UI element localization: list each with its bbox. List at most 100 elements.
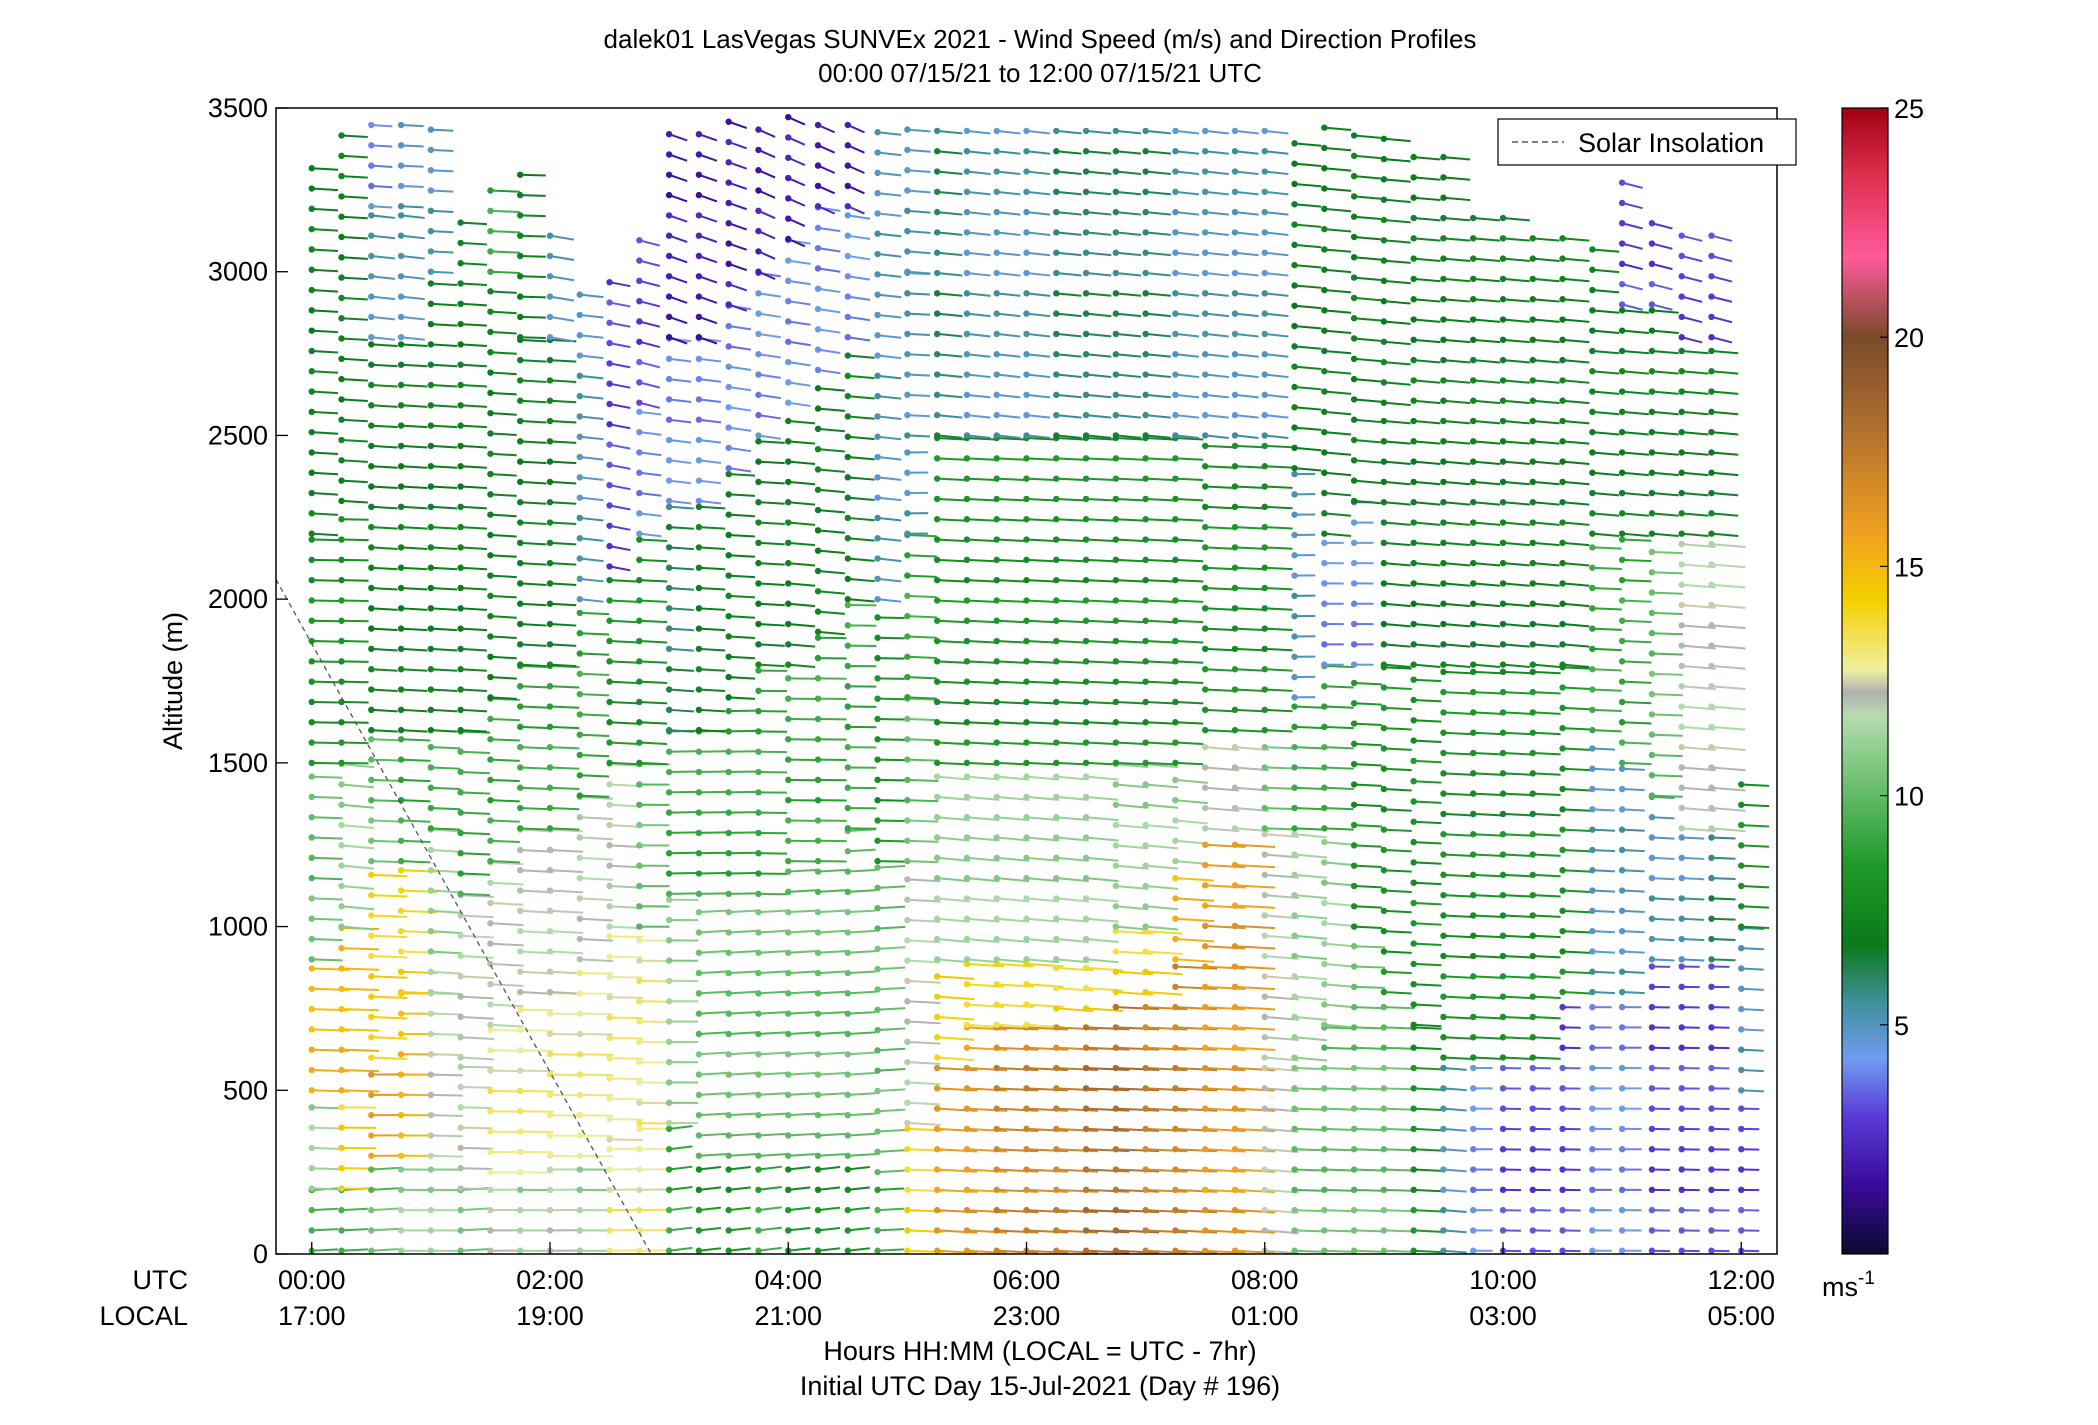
wind-barb bbox=[1205, 566, 1234, 571]
wind-barb-dot bbox=[755, 248, 762, 255]
wind-barb-dot bbox=[1112, 1024, 1120, 1031]
wind-barb-dot bbox=[1201, 1166, 1209, 1173]
wind-barb bbox=[520, 214, 546, 218]
wind-barb bbox=[1294, 766, 1324, 770]
wind-barb bbox=[460, 384, 487, 388]
wind-barb-dot bbox=[368, 837, 375, 844]
wind-barb-dot bbox=[844, 1091, 852, 1099]
wind-barb bbox=[1115, 1067, 1160, 1071]
wind-barb bbox=[1056, 497, 1085, 502]
wind-barb-dot bbox=[576, 629, 583, 637]
wind-barb bbox=[1086, 660, 1114, 664]
wind-barb bbox=[1354, 1087, 1386, 1091]
wind-barb bbox=[1324, 1168, 1356, 1172]
wind-barb bbox=[758, 312, 781, 318]
wind-barb-dot bbox=[457, 1104, 464, 1111]
wind-barb-dot bbox=[725, 1132, 732, 1139]
wind-barb bbox=[311, 471, 339, 476]
wind-barb-dot bbox=[1350, 172, 1358, 180]
wind-barb bbox=[1145, 251, 1171, 257]
wind-barb-dot bbox=[606, 953, 613, 960]
wind-barb-dot bbox=[1321, 266, 1328, 273]
wind-barb-dot bbox=[576, 555, 583, 562]
wind-barb-dot bbox=[1350, 355, 1358, 363]
wind-barb-dot bbox=[1410, 1247, 1417, 1254]
wind-barb-dot bbox=[814, 857, 822, 865]
wind-barb bbox=[1413, 237, 1441, 242]
wind-barb-dot bbox=[1410, 757, 1417, 765]
wind-barb-dot bbox=[844, 1051, 852, 1058]
wind-barb-dot bbox=[1470, 377, 1477, 384]
wind-barb-dot bbox=[755, 661, 762, 668]
wind-barb-dot bbox=[1201, 411, 1209, 419]
wind-barb bbox=[847, 577, 875, 583]
wind-barb bbox=[1115, 619, 1144, 624]
wind-barb bbox=[460, 241, 487, 246]
wind-barb bbox=[996, 1046, 1039, 1051]
wind-barb-dot bbox=[308, 185, 315, 192]
wind-barb-dot bbox=[725, 179, 732, 186]
wind-barb-dot bbox=[368, 1206, 375, 1214]
wind-barb bbox=[907, 635, 937, 639]
wind-barb bbox=[1413, 460, 1441, 465]
wind-barb-dot bbox=[933, 874, 941, 882]
wind-barb-dot bbox=[546, 968, 554, 975]
wind-barb bbox=[1413, 277, 1441, 283]
wind-barb-dot bbox=[1142, 249, 1149, 256]
wind-barb-dot bbox=[1201, 1044, 1209, 1051]
wind-barb bbox=[341, 256, 368, 260]
wind-barb-dot bbox=[963, 980, 971, 988]
wind-barb bbox=[430, 128, 454, 132]
wind-barb bbox=[1264, 272, 1289, 277]
wind-barb-dot bbox=[1410, 1186, 1417, 1194]
wind-barb-dot bbox=[397, 605, 405, 612]
wind-barb-dot bbox=[844, 352, 852, 359]
wind-barb-dot bbox=[1350, 600, 1358, 607]
wind-barb bbox=[1413, 217, 1441, 222]
wind-barb bbox=[341, 1028, 380, 1032]
wind-barb-dot bbox=[1082, 391, 1090, 399]
wind-barb bbox=[1532, 975, 1561, 979]
wind-barb-dot bbox=[963, 127, 971, 135]
wind-barb bbox=[1502, 853, 1531, 857]
wind-barb bbox=[311, 700, 339, 704]
wind-barb bbox=[1145, 579, 1174, 583]
wind-barb bbox=[1354, 864, 1382, 869]
wind-barb-dot bbox=[338, 658, 345, 665]
wind-barb-dot bbox=[576, 834, 583, 841]
wind-barb-dot bbox=[1201, 1085, 1209, 1092]
wind-barb bbox=[758, 950, 787, 954]
wind-barb-dot bbox=[1261, 952, 1268, 960]
wind-barb bbox=[1115, 518, 1144, 522]
wind-barb bbox=[520, 725, 550, 730]
wind-barb-dot bbox=[1589, 1206, 1596, 1214]
wind-barb bbox=[1026, 231, 1051, 236]
wind-barb-dot bbox=[904, 1227, 911, 1234]
wind-barb-dot bbox=[1380, 580, 1388, 587]
wind-barb-dot bbox=[457, 932, 464, 939]
wind-barb bbox=[1502, 670, 1531, 675]
wind-barb bbox=[669, 398, 692, 404]
wind-barb bbox=[966, 1107, 1008, 1112]
wind-barb bbox=[401, 546, 428, 550]
profile-column bbox=[1440, 153, 1472, 1254]
wind-barb-dot bbox=[1023, 793, 1030, 801]
wind-barb-dot bbox=[1410, 1227, 1417, 1234]
wind-barb bbox=[460, 914, 494, 919]
wind-barb-dot bbox=[1529, 296, 1536, 303]
wind-barb bbox=[341, 660, 369, 663]
wind-barb-dot bbox=[1350, 294, 1358, 302]
wind-barb bbox=[1294, 975, 1328, 981]
wind-barb-dot bbox=[1082, 1186, 1090, 1194]
wind-barb-dot bbox=[427, 1247, 435, 1254]
wind-barb-dot bbox=[1321, 1001, 1328, 1008]
wind-barb bbox=[1413, 623, 1441, 628]
wind-barb-dot bbox=[457, 503, 464, 511]
wind-barb bbox=[311, 1207, 339, 1212]
wind-barb bbox=[1086, 1087, 1130, 1092]
wind-barb-dot bbox=[1261, 310, 1268, 317]
wind-barb bbox=[1115, 393, 1142, 399]
wind-barb bbox=[371, 587, 398, 591]
wind-barb-dot bbox=[606, 903, 613, 910]
wind-barb-dot bbox=[1112, 968, 1120, 975]
